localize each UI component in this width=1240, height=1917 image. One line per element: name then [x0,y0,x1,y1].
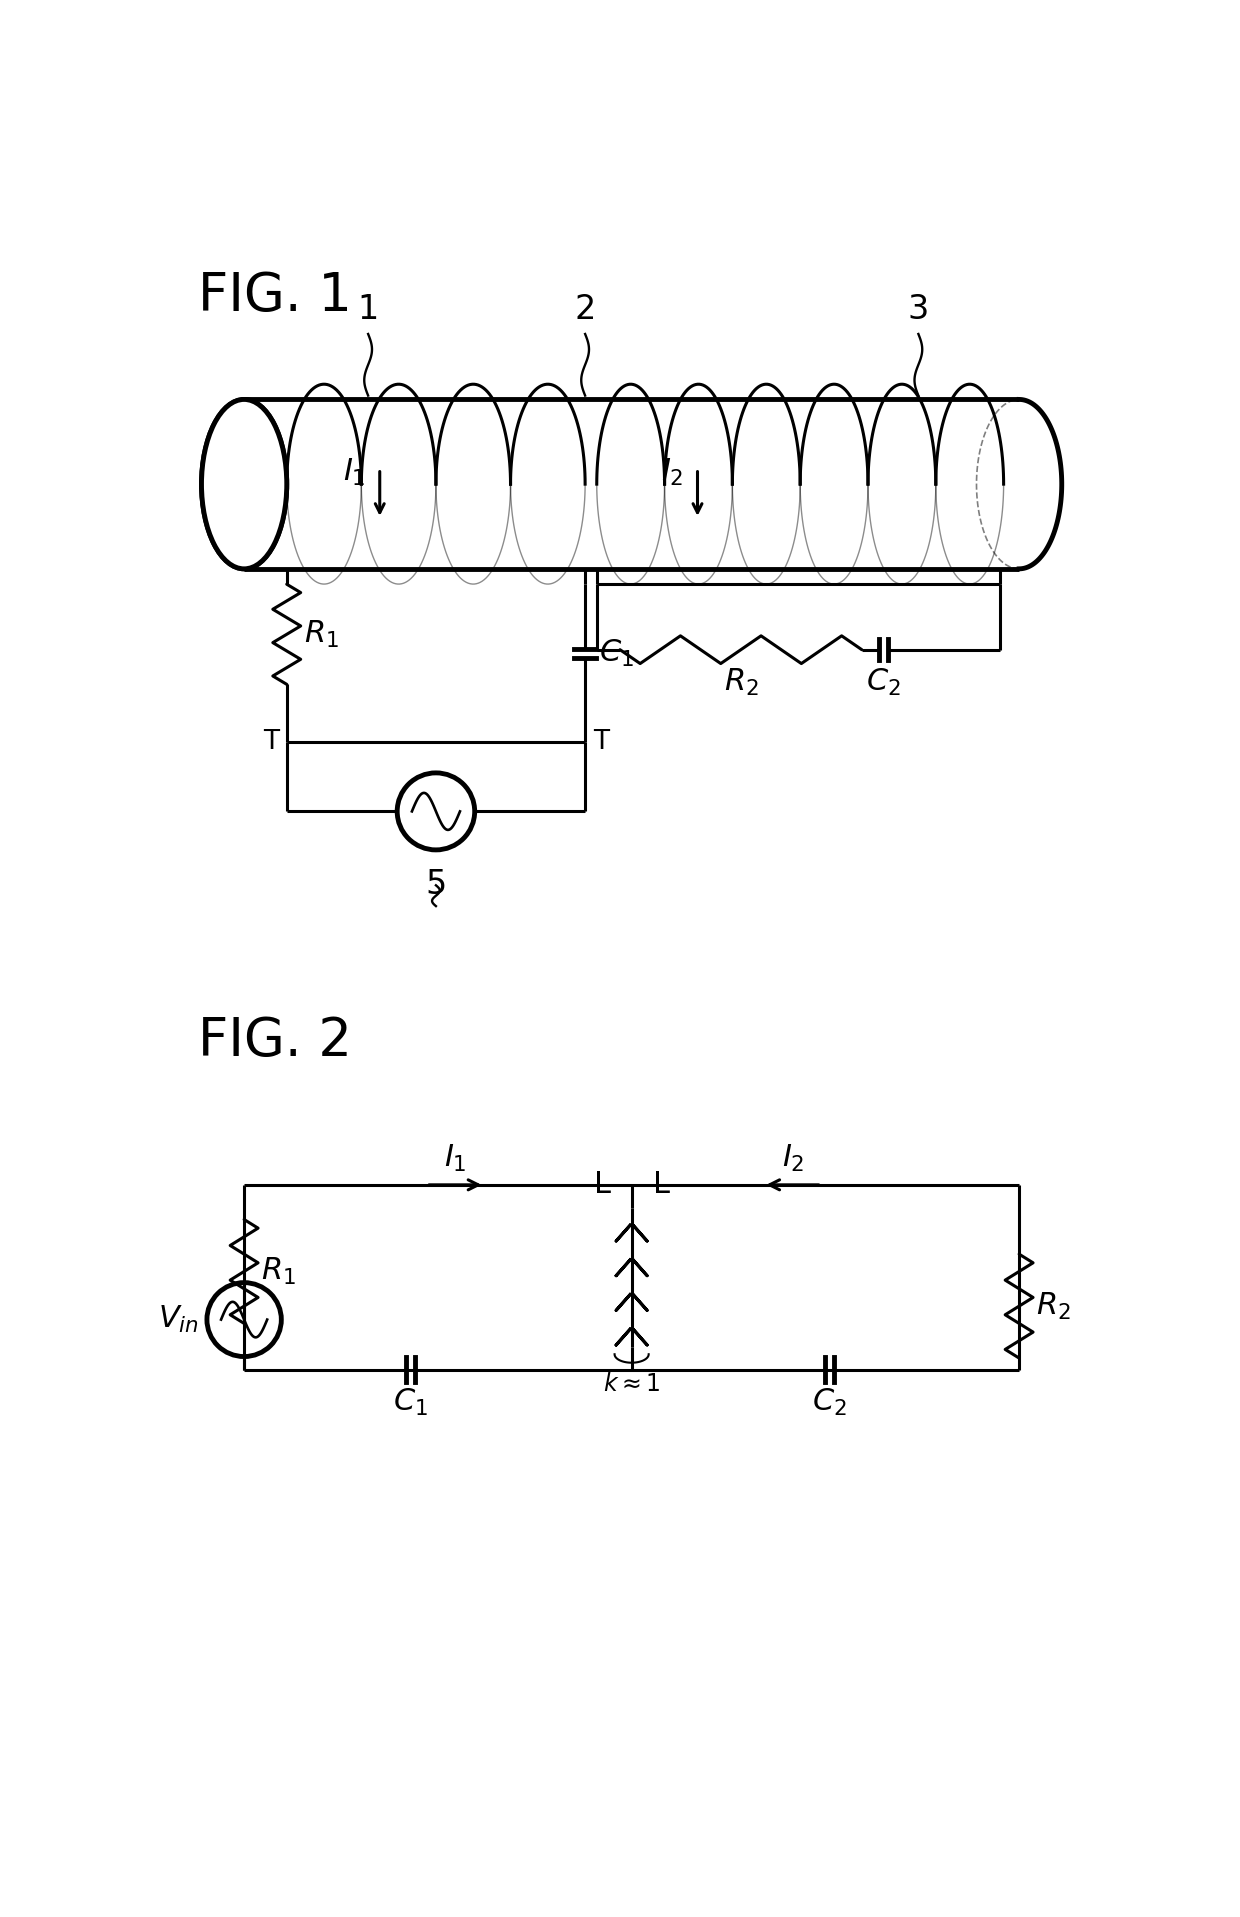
Text: $C_2$: $C_2$ [866,667,901,698]
Ellipse shape [201,399,286,569]
Text: $I_2$: $I_2$ [661,456,683,489]
Text: 1: 1 [357,293,378,326]
Text: 5: 5 [425,868,446,901]
Text: $C_2$: $C_2$ [812,1386,847,1419]
Text: $R_2$: $R_2$ [1037,1290,1071,1321]
Text: $C_1$: $C_1$ [393,1386,428,1419]
Text: T: T [593,728,609,755]
Text: 2: 2 [574,293,595,326]
Text: $I_1$: $I_1$ [444,1143,466,1173]
Text: $k\approx 1$: $k\approx 1$ [603,1373,661,1396]
Text: L: L [594,1169,610,1198]
Text: $I_2$: $I_2$ [781,1143,804,1173]
Text: $R_2$: $R_2$ [724,667,758,698]
Text: $I_1$: $I_1$ [343,456,366,489]
Ellipse shape [201,399,286,569]
Text: $V_{in}$: $V_{in}$ [159,1304,200,1334]
Text: L: L [652,1169,670,1198]
Text: $R_1$: $R_1$ [262,1256,296,1286]
Text: T: T [263,728,279,755]
Text: $R_1$: $R_1$ [304,619,339,650]
Text: FIG. 1: FIG. 1 [197,270,351,322]
Text: $C_1$: $C_1$ [599,638,634,669]
Text: 3: 3 [908,293,929,326]
Text: FIG. 2: FIG. 2 [197,1016,351,1068]
